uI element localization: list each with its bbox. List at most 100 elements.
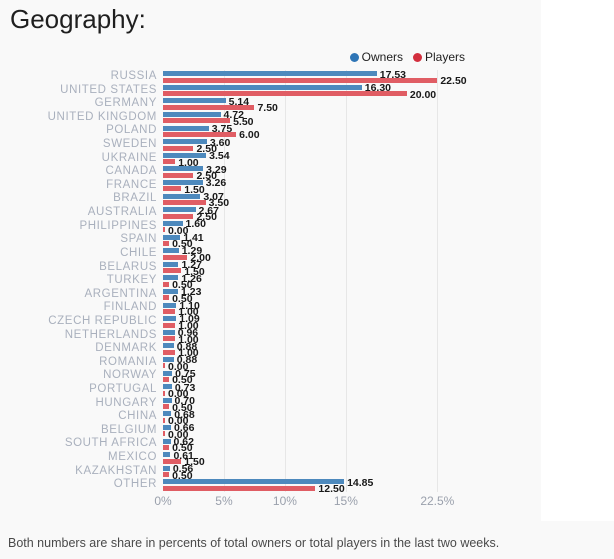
owners-value-label: 17.53 — [379, 68, 407, 81]
owners-bar[interactable] — [163, 112, 221, 118]
owners-bar[interactable] — [163, 139, 207, 145]
owners-bar[interactable] — [163, 261, 179, 267]
owners-bar[interactable] — [163, 329, 175, 335]
owners-bar[interactable] — [163, 207, 196, 213]
players-bar[interactable] — [163, 240, 170, 246]
players-bar[interactable] — [163, 349, 176, 355]
owners-value-label: 3.07 — [203, 190, 224, 203]
owners-bar[interactable] — [163, 71, 377, 77]
players-value-label: 0.50 — [172, 374, 193, 387]
owners-bar[interactable] — [163, 234, 181, 240]
owners-bar[interactable] — [163, 302, 177, 308]
players-bar[interactable] — [163, 254, 188, 260]
players-bar[interactable] — [163, 377, 170, 382]
gridline — [437, 70, 439, 492]
chart-row: CHINA 0.68 0.00 — [0, 409, 541, 426]
owners-value-label: 0.56 — [172, 463, 194, 476]
players-bar[interactable] — [163, 458, 182, 464]
players-bar[interactable] — [163, 390, 165, 396]
players-value-label: 0.50 — [172, 442, 193, 455]
players-bar[interactable] — [163, 308, 176, 314]
x-tick-label: 0% — [154, 494, 172, 508]
players-bar[interactable] — [163, 431, 165, 437]
category-label: NORWAY — [103, 369, 157, 382]
owners-bar[interactable] — [163, 465, 170, 471]
owners-bar[interactable] — [163, 370, 173, 376]
category-label: SPAIN — [120, 233, 157, 246]
players-bar[interactable] — [163, 145, 194, 151]
owners-bar[interactable] — [163, 193, 201, 199]
owners-bar[interactable] — [163, 180, 203, 186]
owners-value-label: 1.41 — [183, 231, 204, 244]
players-bar[interactable] — [163, 363, 165, 369]
bar-group: 0.88 1.00 — [163, 341, 541, 360]
category-label: RUSSIA — [110, 70, 157, 82]
owners-bar[interactable] — [163, 384, 172, 390]
owners-value-label: 3.75 — [211, 122, 233, 135]
players-bar[interactable] — [163, 172, 194, 178]
owners-bar[interactable] — [163, 98, 226, 104]
owners-bar[interactable] — [163, 479, 345, 485]
players-bar[interactable] — [163, 186, 182, 192]
players-bar[interactable] — [163, 445, 170, 451]
players-bar[interactable] — [163, 91, 407, 97]
players-value-label: 1.50 — [184, 183, 205, 196]
players-bar[interactable] — [163, 485, 316, 491]
players-bar[interactable] — [163, 159, 176, 165]
players-bar[interactable] — [163, 322, 176, 328]
bar-group: 17.53 22.50 — [163, 68, 541, 86]
players-bar[interactable] — [163, 417, 165, 423]
chart-row: DENMARK 0.88 1.00 — [0, 341, 541, 360]
legend-item-players[interactable]: Players — [412, 50, 465, 64]
chart-row: CZECH REPUBLIC 1.09 1.00 — [0, 314, 541, 331]
bar-group: 1.29 2.00 — [163, 246, 541, 263]
owners-bar[interactable] — [163, 288, 178, 294]
players-bar[interactable] — [163, 118, 231, 124]
category-label: ROMANIA — [99, 355, 157, 368]
owners-value-label: 1.60 — [185, 218, 206, 231]
chart-row: OTHER 14.85 12.50 — [0, 478, 541, 495]
players-bar[interactable] — [163, 213, 194, 219]
chart-row: RUSSIA 17.53 22.50 — [0, 68, 541, 86]
owners-bar[interactable] — [163, 166, 204, 172]
players-bar[interactable] — [163, 200, 206, 206]
legend-item-owners[interactable]: Owners — [349, 50, 403, 64]
category-label: NETHERLANDS — [64, 328, 157, 341]
owners-bar[interactable] — [163, 356, 174, 362]
category-label: UKRAINE — [101, 151, 157, 164]
category-label: SWEDEN — [102, 138, 157, 151]
players-bar[interactable] — [163, 281, 170, 287]
players-bar[interactable] — [163, 77, 438, 83]
bar-group: 0.68 0.00 — [163, 409, 541, 426]
owners-bar[interactable] — [163, 411, 172, 417]
owners-bar[interactable] — [163, 125, 209, 131]
owners-bar[interactable] — [163, 248, 179, 254]
players-bar[interactable] — [163, 227, 165, 233]
players-bar[interactable] — [163, 268, 182, 274]
owners-bar[interactable] — [163, 397, 172, 403]
bar-group: 0.56 0.50 — [163, 463, 541, 481]
owners-bar[interactable] — [163, 343, 174, 349]
players-value-label: 1.00 — [178, 347, 199, 360]
category-label: UNITED KINGDOM — [47, 110, 157, 123]
players-bar[interactable] — [163, 472, 170, 478]
owners-bar[interactable] — [163, 84, 362, 90]
players-bar[interactable] — [163, 104, 255, 110]
owners-bar[interactable] — [163, 152, 207, 158]
players-bar[interactable] — [163, 295, 170, 301]
category-label: MEXICO — [108, 451, 157, 464]
owners-bar[interactable] — [163, 425, 172, 431]
owners-bar[interactable] — [163, 316, 177, 322]
chart-row: CANADA 3.29 2.50 — [0, 165, 541, 182]
owners-bar[interactable] — [163, 275, 179, 281]
category-label: CHILE — [120, 246, 157, 259]
players-bar[interactable] — [163, 336, 176, 342]
owners-bar[interactable] — [163, 220, 183, 226]
players-bar[interactable] — [163, 132, 237, 138]
gridline — [284, 70, 286, 492]
chart-row: SOUTH AFRICA 0.62 0.50 — [0, 437, 541, 455]
players-bar[interactable] — [163, 404, 170, 410]
x-tick-label: 15% — [333, 494, 358, 508]
owners-bar[interactable] — [163, 452, 171, 458]
owners-bar[interactable] — [163, 438, 171, 444]
